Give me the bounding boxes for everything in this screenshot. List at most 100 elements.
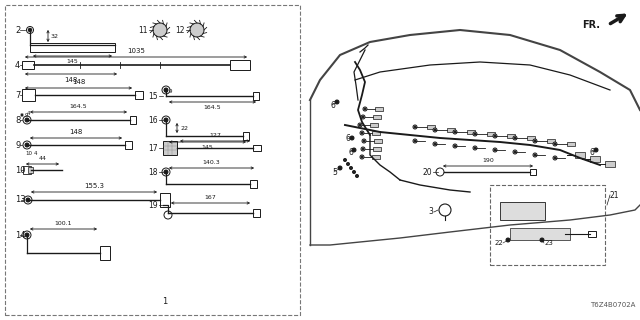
- Text: 164.5: 164.5: [70, 104, 87, 109]
- Circle shape: [164, 88, 168, 92]
- Text: 10: 10: [15, 165, 26, 174]
- Bar: [507, 134, 515, 138]
- Bar: [427, 125, 435, 129]
- Text: 148: 148: [69, 129, 83, 135]
- Bar: [130, 116, 136, 124]
- Text: 140.3: 140.3: [203, 160, 220, 165]
- Bar: [125, 141, 132, 149]
- Text: 3: 3: [428, 207, 433, 217]
- Circle shape: [434, 143, 436, 145]
- Circle shape: [473, 146, 477, 150]
- Circle shape: [514, 151, 516, 153]
- Circle shape: [352, 148, 356, 152]
- Text: 11: 11: [138, 26, 148, 35]
- Bar: [160, 193, 170, 207]
- Bar: [567, 142, 575, 146]
- Circle shape: [190, 23, 204, 37]
- Text: 18: 18: [148, 167, 158, 177]
- Bar: [370, 123, 378, 127]
- Circle shape: [594, 148, 598, 152]
- Circle shape: [474, 133, 476, 135]
- Circle shape: [353, 171, 355, 173]
- Text: 1035: 1035: [127, 48, 145, 54]
- Bar: [253, 92, 259, 100]
- Circle shape: [25, 233, 29, 237]
- Text: T6Z4B0702A: T6Z4B0702A: [589, 302, 635, 308]
- Text: 148: 148: [72, 79, 85, 85]
- Bar: [447, 128, 455, 132]
- Circle shape: [164, 118, 168, 122]
- Text: 1: 1: [163, 298, 168, 307]
- Circle shape: [506, 238, 510, 242]
- Bar: [487, 132, 495, 136]
- Text: 17: 17: [148, 143, 158, 153]
- Text: 13: 13: [15, 196, 26, 204]
- Circle shape: [454, 131, 456, 133]
- Text: FR.: FR.: [582, 20, 600, 30]
- Text: 145: 145: [202, 145, 213, 150]
- Circle shape: [474, 147, 476, 149]
- Circle shape: [413, 125, 417, 129]
- Circle shape: [360, 155, 364, 159]
- Circle shape: [349, 166, 353, 170]
- Bar: [100, 246, 110, 260]
- Circle shape: [433, 142, 437, 146]
- Bar: [588, 231, 596, 237]
- Circle shape: [513, 150, 517, 154]
- Circle shape: [434, 129, 436, 131]
- Circle shape: [338, 166, 342, 170]
- Bar: [163, 141, 177, 155]
- Text: 9: 9: [169, 89, 173, 93]
- Circle shape: [439, 204, 451, 216]
- Circle shape: [344, 159, 346, 161]
- Circle shape: [454, 145, 456, 147]
- Circle shape: [350, 167, 352, 169]
- Text: 5: 5: [332, 167, 337, 177]
- Circle shape: [356, 175, 358, 177]
- Circle shape: [344, 158, 346, 162]
- Circle shape: [540, 238, 544, 242]
- Text: 164.5: 164.5: [204, 105, 221, 110]
- Bar: [605, 161, 615, 167]
- Text: 16: 16: [148, 116, 158, 124]
- Bar: [250, 180, 257, 188]
- Bar: [373, 147, 381, 151]
- Text: 14: 14: [15, 230, 26, 239]
- Bar: [510, 228, 570, 240]
- Circle shape: [24, 196, 32, 204]
- Bar: [5, 5, 300, 315]
- Circle shape: [361, 132, 363, 134]
- Circle shape: [23, 141, 31, 149]
- Circle shape: [534, 154, 536, 156]
- Circle shape: [28, 28, 32, 32]
- Bar: [253, 145, 261, 151]
- Circle shape: [350, 136, 354, 140]
- Text: 190: 190: [482, 158, 494, 163]
- Circle shape: [413, 139, 417, 143]
- Circle shape: [554, 143, 556, 145]
- Bar: [500, 202, 545, 220]
- Text: 6: 6: [345, 133, 350, 142]
- Circle shape: [436, 168, 444, 176]
- Circle shape: [26, 198, 30, 202]
- Circle shape: [348, 163, 349, 165]
- Circle shape: [361, 156, 363, 158]
- Circle shape: [414, 140, 416, 142]
- Text: 6: 6: [348, 148, 353, 156]
- Text: 145: 145: [67, 59, 78, 64]
- Circle shape: [364, 108, 366, 110]
- Circle shape: [162, 86, 170, 94]
- Circle shape: [23, 116, 31, 124]
- Circle shape: [164, 170, 168, 174]
- Text: 23: 23: [545, 240, 554, 246]
- Bar: [490, 185, 605, 265]
- Circle shape: [353, 171, 355, 173]
- Bar: [375, 107, 383, 111]
- Circle shape: [453, 130, 457, 134]
- Bar: [372, 131, 380, 135]
- Bar: [547, 139, 555, 143]
- Circle shape: [513, 136, 517, 140]
- Text: 4: 4: [27, 110, 31, 116]
- Bar: [372, 155, 380, 159]
- Circle shape: [153, 23, 167, 37]
